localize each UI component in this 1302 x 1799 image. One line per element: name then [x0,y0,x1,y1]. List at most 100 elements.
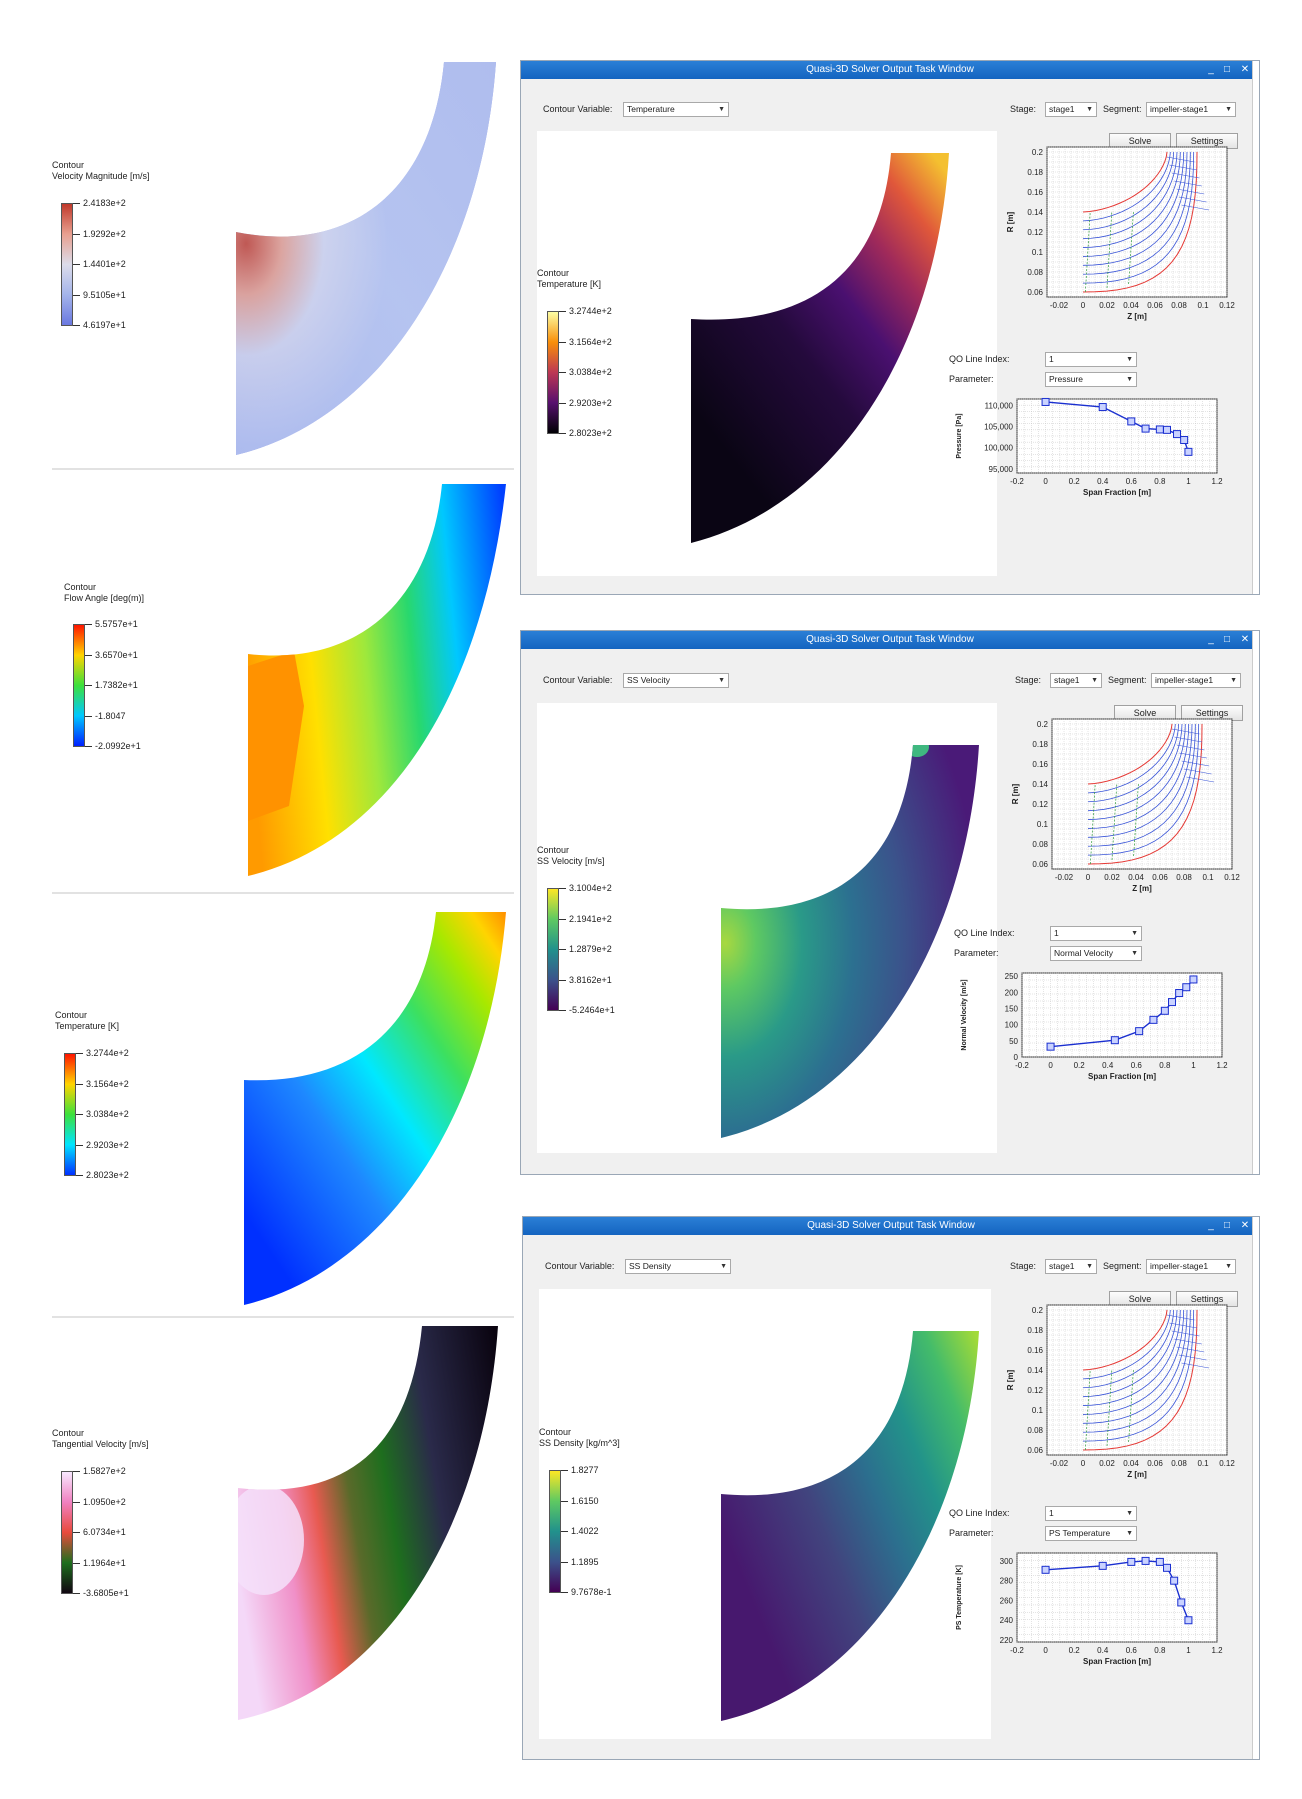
parameter-select[interactable]: Pressure ▼ [1045,372,1137,387]
y-tick-label: 240 [1000,1616,1014,1625]
qo-line [1128,211,1134,285]
qo-line [1106,1369,1113,1447]
parameter-label: Parameter: [949,374,994,384]
y-tick-label: 0.1 [1032,1406,1044,1415]
qo-line [1085,1369,1091,1451]
stage-select[interactable]: stage1 ▼ [1045,102,1097,117]
colorbar [549,1470,561,1593]
y-tick-label: 0.1 [1037,820,1049,829]
x-tick-label: 0 [1081,1459,1086,1468]
x-tick-label: -0.02 [1055,873,1074,882]
parameter-select[interactable]: PS Temperature ▼ [1045,1526,1137,1541]
chevron-down-icon: ▼ [1230,677,1237,684]
x-tick-label: 0.1 [1197,301,1209,310]
x-tick-label: 0.12 [1224,873,1240,882]
colorbar-tick: 1.8277 [561,1465,599,1475]
x-tick-label: 0.2 [1069,1646,1081,1655]
profile-point [1180,436,1189,445]
background-window-edge [1252,1217,1259,1759]
y-tick-label: 0.16 [1032,760,1048,769]
background-window-edge [1252,631,1259,1174]
chevron-down-icon: ▼ [1126,1510,1133,1517]
y-tick-label: 110,000 [985,401,1014,410]
minimize-icon[interactable]: _ [1208,64,1214,75]
colorbar-tick: 1.9292e+2 [73,229,126,239]
segment-select[interactable]: impeller-stage1 ▼ [1146,102,1236,117]
legend-title: Contour Flow Angle [deg(m)] [64,582,145,603]
chevron-down-icon: ▼ [1126,356,1133,363]
close-icon[interactable]: ✕ [1240,1220,1250,1231]
minimize-icon[interactable]: _ [1208,1220,1214,1231]
x-tick-label: -0.2 [1015,1061,1029,1070]
qo-line-index-select[interactable]: 1 ▼ [1050,926,1142,941]
minimize-icon[interactable]: _ [1208,634,1214,645]
stage-select[interactable]: stage1 ▼ [1045,1259,1097,1274]
qo-line-index-select[interactable]: 1 ▼ [1045,1506,1137,1521]
separator [52,1316,514,1318]
segment-select[interactable]: impeller-stage1 ▼ [1146,1259,1236,1274]
x-tick-label: 0.04 [1123,1459,1139,1468]
profile-point [1041,1565,1050,1574]
x-tick-label: 0.1 [1197,1459,1209,1468]
colorbar-tick: 1.6150 [561,1496,599,1506]
x-tick-label: 0 [1086,873,1091,882]
qo-line-index-select[interactable]: 1 ▼ [1045,352,1137,367]
contour-variable-select[interactable]: Temperature ▼ [623,102,729,117]
stage-label: Stage: [1010,104,1037,114]
stage-select[interactable]: stage1 ▼ [1050,673,1102,688]
streamline [1087,723,1186,820]
chevron-down-icon: ▼ [720,1263,727,1270]
window-titlebar: Quasi-3D Solver Output Task Window _ □ ✕ [521,631,1259,649]
chevron-down-icon: ▼ [1086,106,1093,113]
x-axis-label: Span Fraction [m] [1083,1657,1151,1666]
close-icon[interactable]: ✕ [1240,64,1250,75]
colorbar-tick: 3.1564e+2 [76,1079,129,1089]
x-tick-label: 0.12 [1219,301,1235,310]
qo-line [1171,172,1200,179]
y-axis-label: R [m] [1011,783,1020,804]
colorbar-tick: 3.2744e+2 [76,1048,129,1058]
streamline [1082,151,1185,257]
colorbar-tick: -3.6805e+1 [73,1588,129,1598]
qo-line [1166,1314,1195,1321]
x-tick-label: 0.8 [1154,1646,1166,1655]
colorbar [64,1053,76,1176]
profile-point [1177,1598,1186,1607]
qo-line [1186,776,1215,783]
chevron-down-icon: ▼ [1225,1263,1232,1270]
streamline [1087,723,1193,838]
contour-variable-select[interactable]: SS Velocity ▼ [623,673,729,688]
segment-select[interactable]: impeller-stage1 ▼ [1151,673,1241,688]
maximize-icon[interactable]: □ [1223,1220,1231,1231]
colorbar-tick: 3.0384e+2 [559,367,612,377]
x-tick-label: -0.2 [1010,477,1024,486]
x-tick-label: 0 [1043,1646,1048,1655]
profile-point [1141,424,1150,433]
contour-variable-select[interactable]: SS Density ▼ [625,1259,731,1274]
streamline [1082,1309,1195,1442]
legend-title: Contour Temperature [K] [55,1010,120,1031]
contour-view: Contour SS Density [kg/m^3] 1.8277 1.615… [539,1289,991,1739]
chevron-down-icon: ▼ [1126,1530,1133,1537]
maximize-icon[interactable]: □ [1223,64,1231,75]
solver-window-3: Quasi-3D Solver Output Task Window _ □ ✕… [522,1216,1260,1760]
span-plot: -0.2 0 0.2 0.4 0.6 0.8 1 1.2250200150100500Span… [961,972,1228,1081]
maximize-icon[interactable]: □ [1223,634,1231,645]
profile-point [1046,1042,1055,1051]
x-tick-label: 0 [1048,1061,1053,1070]
y-axis-label: PS Temperature [K] [956,1565,963,1630]
chevron-down-icon: ▼ [1086,1263,1093,1270]
colorbar-tick: 3.6570e+1 [85,650,138,660]
colorbar-tick: 1.5827e+2 [73,1466,126,1476]
contour-variable-label: Contour Variable: [543,104,613,114]
parameter-select[interactable]: Normal Velocity ▼ [1050,946,1142,961]
x-tick-label: 0.4 [1097,477,1109,486]
qo-line [1178,1354,1207,1361]
qo-line [1176,744,1205,751]
streamline [1087,723,1176,794]
y-tick-label: 280 [1000,1577,1014,1586]
colorbar-tick: 3.8162e+1 [559,975,612,985]
y-tick-label: 0.18 [1027,168,1043,177]
qo-line [1106,211,1113,289]
close-icon[interactable]: ✕ [1240,634,1250,645]
